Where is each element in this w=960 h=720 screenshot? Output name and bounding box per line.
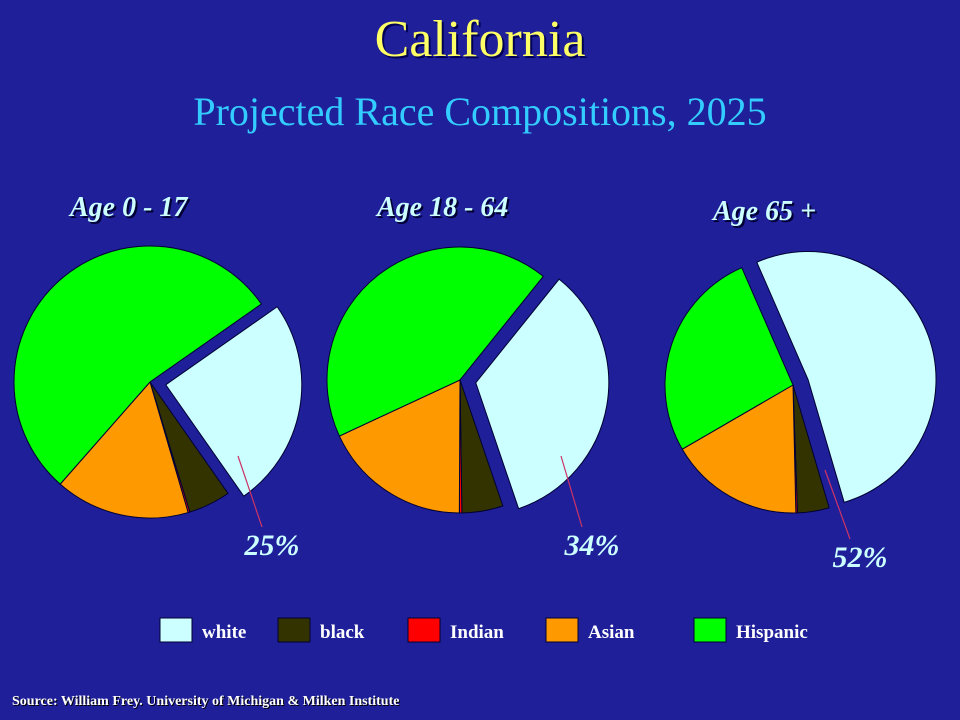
legend-label-asian: Asian — [588, 622, 635, 643]
pie-1-slice-hispanic — [13, 245, 263, 485]
pie-1-leader-line — [237, 455, 263, 528]
legend-swatch-asian — [545, 617, 579, 643]
pie-1-slice-white — [165, 306, 303, 497]
chart-subtitle: Projected Race Compositions, 2025 — [193, 89, 767, 134]
pie-3-leader-line — [824, 469, 851, 540]
pie-3-slice-white — [756, 251, 937, 503]
pie-3-label-shadow: Age 65 + — [713, 198, 818, 229]
pie-2-slice-asian — [338, 379, 461, 514]
legend-label-hispanic: Hispanic — [736, 622, 808, 643]
pie-1-label-shadow: Age 0 - 17 — [70, 194, 190, 225]
pie-1-label: Age 0 - 17 — [68, 192, 188, 223]
pie-1-slice-asian — [59, 380, 189, 519]
legend-swatch-white — [159, 617, 193, 643]
legend-label-indian: Indian — [450, 622, 504, 643]
chart-title: California — [374, 11, 586, 68]
pie-3-slice-hispanic — [664, 267, 794, 450]
pie-1-annotation: 25% — [244, 529, 300, 562]
legend-swatch-indian — [407, 617, 441, 643]
legend: white black Indian Asian Hispanic — [159, 617, 808, 643]
legend-label-white: white — [202, 622, 246, 643]
pie-2-slice-white — [475, 278, 610, 510]
legend-swatch-black — [277, 617, 311, 643]
pie-2-slice-hispanic — [326, 246, 545, 437]
legend-swatch-hispanic — [693, 617, 727, 643]
pie-2-label-shadow: Age 18 - 64 — [377, 194, 510, 225]
pie-3 — [664, 251, 937, 540]
pie-3-annotation: 52% — [833, 541, 888, 574]
pie-1 — [13, 245, 303, 528]
pie-2 — [326, 246, 610, 528]
pie-3-slice-asian — [681, 384, 797, 514]
pie-2-annotation: 34% — [564, 529, 620, 562]
source-note: Source: William Frey. University of Mich… — [12, 694, 400, 709]
legend-label-black: black — [320, 622, 365, 643]
pie-3-label: Age 65 + — [711, 196, 816, 227]
pie-2-leader-line — [560, 455, 583, 528]
pie-2-label: Age 18 - 64 — [375, 192, 508, 223]
